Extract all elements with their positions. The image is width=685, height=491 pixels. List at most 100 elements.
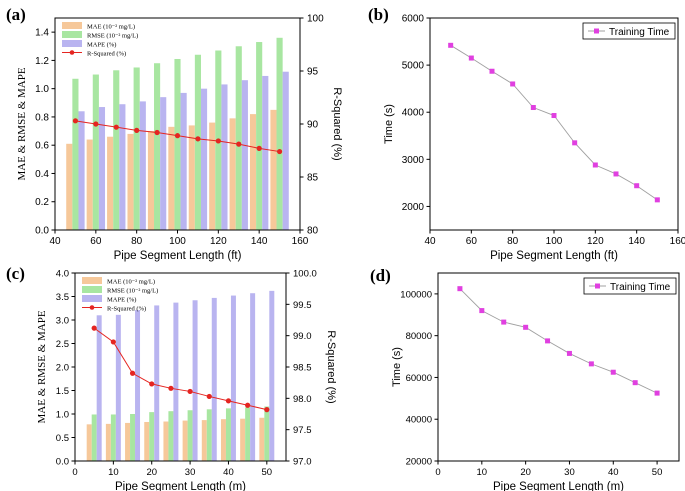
y2-tick-label: 97.0	[293, 457, 312, 468]
bar-rmse	[245, 407, 251, 461]
bar-mape	[282, 71, 289, 231]
legend-label: R-Squared (%)	[107, 306, 146, 313]
x-tick-label: 60	[90, 236, 102, 247]
bar-mape	[180, 92, 187, 230]
r-squared-point	[276, 148, 283, 155]
training-time-point	[592, 162, 598, 168]
x-tick-label: 50	[652, 467, 663, 478]
r-squared-point	[93, 121, 99, 127]
r-squared-point	[206, 393, 212, 400]
r-squared-point	[225, 398, 232, 404]
y-tick-label: 0.6	[35, 141, 49, 152]
r-squared-point	[236, 141, 242, 147]
y2-tick-label: 100	[307, 14, 324, 25]
bar-mape	[200, 88, 208, 230]
bar-mape	[173, 302, 179, 461]
legend-swatch-point	[595, 283, 600, 289]
training-time-point	[479, 308, 485, 314]
x-tick-label: 0	[435, 467, 440, 478]
bar-rmse	[187, 410, 193, 461]
x-axis-title: Pipe Segment Length (m)	[115, 481, 246, 491]
r-squared-point	[154, 129, 160, 136]
r-squared-point	[129, 370, 136, 376]
y2-tick-label: 99.5	[293, 300, 312, 311]
y-tick-label: 40000	[406, 415, 432, 426]
training-time-point	[489, 68, 495, 74]
legend: Training Time	[583, 277, 677, 295]
y2-tick-label: 97.5	[293, 425, 312, 436]
x-tick-label: 40	[49, 236, 61, 247]
r-squared-point	[72, 118, 79, 124]
plot-frame	[437, 272, 680, 462]
r-squared-point	[187, 388, 193, 395]
legend-swatch	[62, 40, 82, 47]
x-tick-label: 120	[587, 236, 604, 247]
training-time-point	[510, 81, 516, 87]
bar-rmse	[149, 412, 155, 461]
bar-rmse	[235, 46, 242, 230]
x-tick-label: 10	[108, 467, 119, 478]
y-tick-label: 0.4	[35, 169, 49, 180]
y-tick-label: 100000	[400, 289, 432, 300]
y-tick-label: 20000	[406, 457, 432, 468]
y-tick-label: 3000	[402, 155, 425, 166]
y2-tick-label: 98.5	[293, 363, 312, 374]
bar-mae	[220, 419, 226, 461]
x-tick-label: 30	[185, 467, 196, 478]
bar-mape	[241, 80, 248, 230]
bar-rmse	[92, 74, 99, 230]
r-squared-point	[264, 407, 270, 413]
bar-mae	[86, 424, 92, 461]
y-axis-title: MAE & RMSE & MAPE	[16, 67, 28, 180]
training-time-point	[572, 140, 578, 146]
bar-mae	[127, 133, 134, 230]
x-tick-label: 20	[146, 467, 157, 478]
training-time-line	[459, 288, 658, 394]
legend-swatch	[82, 277, 102, 284]
r-squared-point	[256, 145, 262, 151]
y-tick-label: 1.0	[56, 410, 69, 421]
training-time-point	[523, 324, 529, 330]
x-tick-label: 140	[628, 236, 645, 247]
legend-swatch-point	[69, 50, 75, 55]
plot-frame	[429, 17, 679, 231]
x-tick-label: 20	[520, 467, 531, 478]
r-squared-point	[168, 385, 174, 391]
r-squared-point	[91, 325, 97, 331]
y-tick-label: 0.2	[35, 197, 49, 208]
x-tick-label: 40	[223, 467, 234, 478]
bar-mape	[160, 97, 167, 231]
legend-box	[582, 22, 676, 40]
y-tick-label: 60000	[406, 373, 432, 384]
y-tick-label: 4000	[402, 108, 425, 119]
x-axis-title: Pipe Segment Length (m)	[493, 481, 624, 491]
r-squared-point	[134, 127, 140, 133]
bar-mae	[201, 420, 207, 461]
legend-swatch	[62, 31, 82, 38]
training-time-point	[468, 55, 474, 61]
y-tick-label: 0.5	[56, 433, 69, 444]
y2-tick-label: 98.0	[293, 394, 312, 405]
legend-box	[583, 277, 677, 295]
y-tick-label: 3.5	[56, 292, 69, 303]
y2-tick-label: 80	[307, 226, 319, 237]
bar-mae	[249, 114, 257, 230]
training-time-point	[448, 42, 454, 48]
y-tick-label: 1.0	[35, 84, 49, 95]
panel-label: (c)	[6, 264, 25, 283]
bar-mape	[192, 300, 198, 461]
legend-swatch	[62, 22, 82, 29]
y2-tick-label: 100.0	[293, 269, 317, 280]
bar-mape	[119, 104, 126, 230]
bar-mape	[230, 295, 236, 461]
bar-rmse	[174, 58, 181, 230]
bar-rmse	[194, 54, 201, 230]
y2-tick-label: 85	[307, 173, 319, 184]
x-tick-label: 60	[466, 236, 478, 247]
r-squared-point	[245, 402, 251, 408]
y-tick-label: 2.0	[56, 363, 69, 374]
bar-mae	[66, 143, 73, 230]
r-squared-line	[93, 327, 267, 411]
y-tick-label: 0.8	[35, 112, 49, 123]
bar-mape	[211, 297, 217, 461]
